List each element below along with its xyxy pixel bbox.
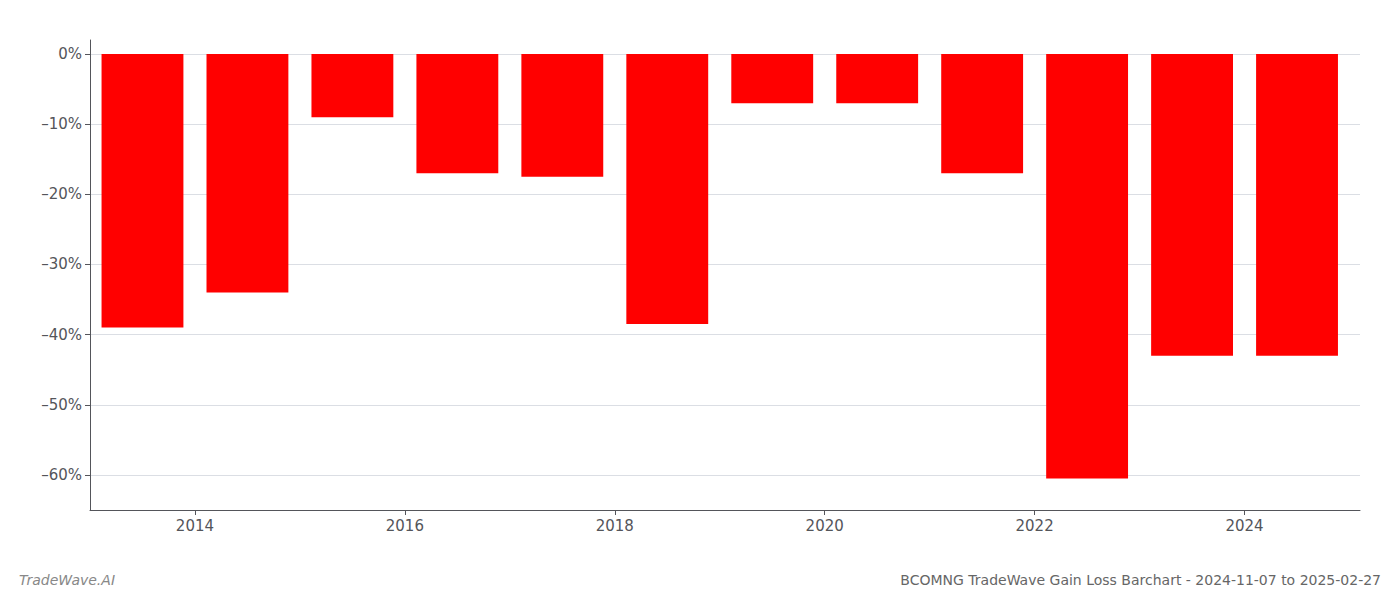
- svg-text:TradeWave.AI: TradeWave.AI: [19, 572, 115, 588]
- svg-text:0%: 0%: [58, 45, 82, 63]
- svg-text:2024: 2024: [1225, 517, 1263, 535]
- svg-text:–30%: –30%: [41, 255, 82, 273]
- svg-text:2020: 2020: [806, 517, 844, 535]
- svg-text:BCOMNG TradeWave Gain Loss Bar: BCOMNG TradeWave Gain Loss Barchart - 20…: [900, 572, 1381, 588]
- svg-text:–10%: –10%: [41, 115, 82, 133]
- svg-text:2018: 2018: [596, 517, 634, 535]
- svg-text:2022: 2022: [1016, 517, 1054, 535]
- svg-text:–20%: –20%: [41, 185, 82, 203]
- svg-text:–60%: –60%: [41, 466, 82, 484]
- svg-text:–50%: –50%: [41, 396, 82, 414]
- svg-text:2016: 2016: [386, 517, 424, 535]
- svg-text:2014: 2014: [176, 517, 214, 535]
- svg-text:–40%: –40%: [41, 326, 82, 344]
